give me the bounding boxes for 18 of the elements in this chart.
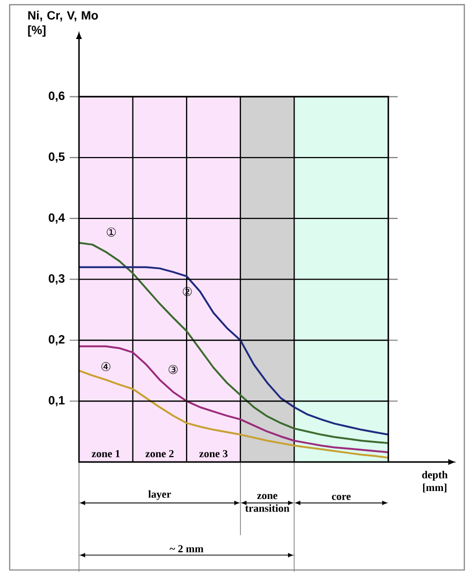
series-label: ① — [106, 228, 116, 237]
series-label: ③ — [168, 364, 178, 374]
annotation: zone 1 — [92, 450, 120, 458]
annotation: zone 2 — [146, 450, 174, 458]
y-tick-label: 0,6 — [48, 92, 65, 102]
text: layer — [148, 490, 172, 500]
annotation: zone 3 — [199, 450, 228, 458]
y-tick-label: 0,2 — [48, 335, 64, 346]
text: core — [332, 494, 351, 500]
y-tick-label: 0,3 — [48, 274, 65, 284]
y-axis-title: Ni, Cr, V, Mo [%] — [28, 10, 98, 37]
text: zone transition — [245, 494, 290, 512]
x-axis-title: depth [mm] — [422, 470, 448, 492]
series-label: ④ — [101, 362, 110, 372]
y-tick-label: 0,4 — [48, 213, 65, 224]
y-tick-label: 0,5 — [48, 152, 65, 163]
text: ~ 2 mm — [170, 545, 204, 552]
y-tick-label: 0,1 — [48, 396, 65, 406]
